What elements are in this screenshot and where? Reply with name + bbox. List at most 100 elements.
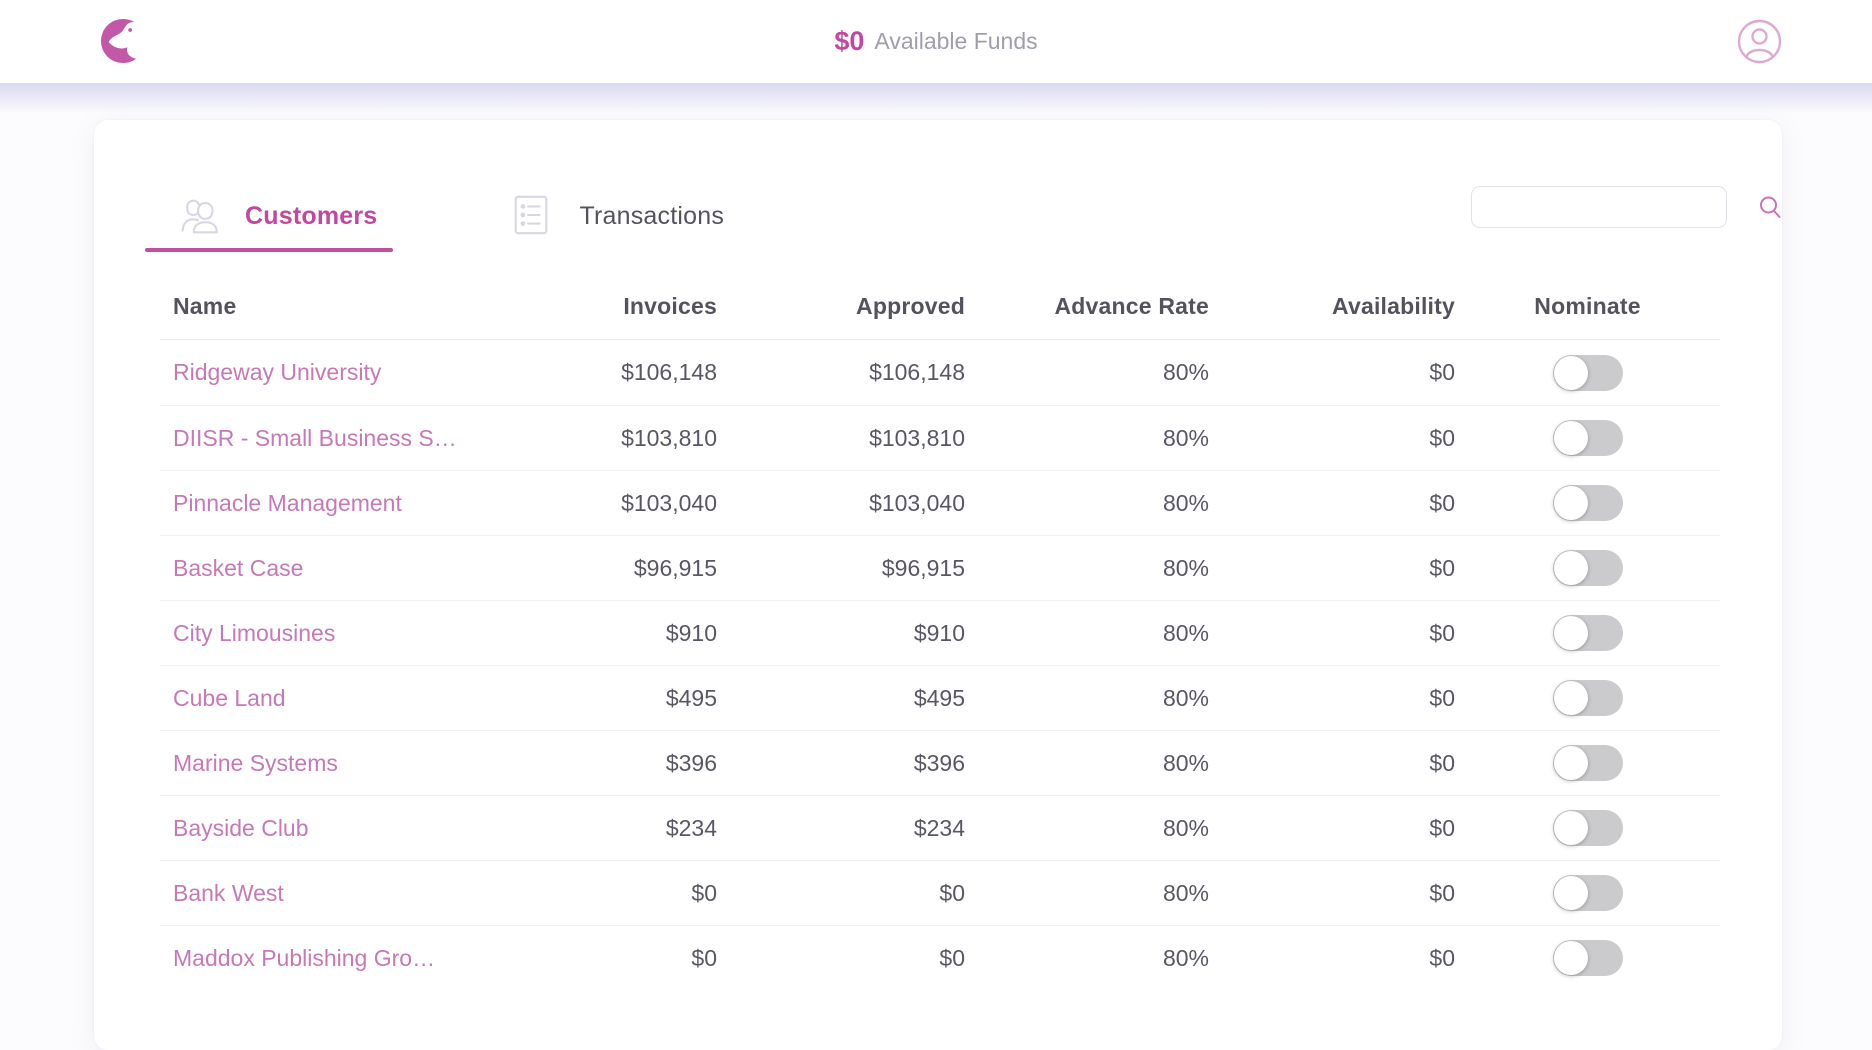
invoices-value: $396: [665, 749, 717, 776]
nominate-cell: [1455, 875, 1720, 911]
user-circle-icon[interactable]: [1737, 19, 1782, 64]
nominate-cell: [1455, 745, 1720, 781]
nominate-toggle[interactable]: [1552, 680, 1623, 716]
search-icon[interactable]: [1757, 194, 1783, 220]
nominate-toggle[interactable]: [1552, 940, 1623, 976]
availability-value: $0: [1429, 944, 1455, 971]
nominate-toggle[interactable]: [1552, 485, 1623, 521]
advance-rate-value: 80%: [1162, 554, 1209, 581]
invoices-value: $103,810: [621, 424, 717, 451]
col-header-nominate: Nominate: [1534, 293, 1641, 319]
nominate-toggle[interactable]: [1552, 354, 1623, 391]
approved-value: $0: [939, 879, 965, 906]
availability-value: $0: [1429, 554, 1455, 581]
toggle-knob: [1553, 681, 1588, 715]
advance-rate-value: 80%: [1162, 684, 1209, 711]
customer-name-link[interactable]: Cube Land: [173, 684, 286, 711]
list-icon: [509, 193, 555, 239]
table-row: Pinnacle Management $103,040 $103,040 80% $0: [160, 470, 1720, 535]
availability-value: $0: [1429, 749, 1455, 776]
advance-rate-value: 80%: [1162, 814, 1209, 841]
tab-transactions[interactable]: Transactions: [479, 184, 724, 248]
nominate-toggle[interactable]: [1552, 745, 1623, 781]
available-funds-label: Available Funds: [874, 28, 1038, 54]
invoices-value: $495: [665, 684, 717, 711]
toggle-knob: [1553, 941, 1588, 975]
nominate-cell: [1455, 485, 1720, 521]
customer-name-link[interactable]: Bank West: [173, 879, 284, 906]
advance-rate-value: 80%: [1162, 749, 1209, 776]
toggle-knob: [1553, 876, 1588, 910]
customer-name-link[interactable]: Bayside Club: [173, 814, 309, 841]
customer-name-link[interactable]: Ridgeway University: [173, 359, 382, 385]
col-header-name: Name: [173, 293, 237, 319]
approved-value: $103,040: [869, 489, 965, 516]
customer-name-link[interactable]: DIISR - Small Business S…: [173, 424, 457, 451]
customer-name-link[interactable]: Marine Systems: [173, 749, 338, 776]
toggle-knob: [1553, 421, 1588, 455]
toggle-knob: [1553, 746, 1588, 780]
advance-rate-value: 80%: [1162, 489, 1209, 516]
tab-transactions-label: Transactions: [579, 201, 725, 230]
invoices-value: $0: [691, 944, 717, 971]
toggle-knob: [1553, 355, 1588, 390]
advance-rate-value: 80%: [1162, 359, 1209, 385]
search-box: [1471, 186, 1781, 228]
invoices-value: $106,148: [621, 359, 717, 385]
table-row: City Limousines $910 $910 80% $0: [160, 600, 1720, 665]
toggle-knob: [1553, 486, 1588, 520]
customer-name-link[interactable]: Basket Case: [173, 554, 304, 581]
tab-customers[interactable]: Customers: [145, 184, 393, 248]
availability-value: $0: [1429, 424, 1455, 451]
toggle-knob: [1553, 616, 1588, 650]
availability-value: $0: [1429, 879, 1455, 906]
nominate-toggle[interactable]: [1552, 810, 1623, 846]
col-header-availability: Availability: [1332, 293, 1455, 319]
nominate-toggle[interactable]: [1552, 615, 1623, 651]
nominate-cell: [1455, 615, 1720, 651]
customer-name-link[interactable]: City Limousines: [173, 619, 336, 646]
approved-value: $103,810: [869, 424, 965, 451]
invoices-value: $910: [665, 619, 717, 646]
customer-name-link[interactable]: Maddox Publishing Gro…: [173, 944, 436, 971]
approved-value: $396: [913, 749, 965, 776]
table-header-row: Name Invoices Approved Advance Rate Avai…: [160, 274, 1720, 340]
customer-name-link[interactable]: Pinnacle Management: [173, 489, 402, 516]
nominate-toggle[interactable]: [1552, 875, 1623, 911]
nominate-cell: [1455, 940, 1720, 976]
duck-logo-icon[interactable]: [100, 18, 146, 64]
availability-value: $0: [1429, 359, 1455, 385]
search-input[interactable]: [1472, 187, 1757, 227]
active-tab-underline: [145, 248, 393, 252]
nominate-toggle[interactable]: [1552, 550, 1623, 586]
available-funds-amount: $0: [834, 26, 865, 56]
tabs-row: Customers Transactions: [94, 120, 1782, 252]
nominate-cell: [1455, 550, 1720, 586]
table-row: Ridgeway University $106,148 $106,148 80% $0: [160, 340, 1720, 405]
table-row: Cube Land $495 $495 80% $0: [160, 665, 1720, 730]
invoices-value: $234: [665, 814, 717, 841]
col-header-invoices: Invoices: [623, 293, 717, 319]
topbar-shadow: [0, 83, 1872, 117]
top-bar: $0 Available Funds: [0, 0, 1872, 83]
table-row: Bank West $0 $0 80% $0: [160, 860, 1720, 925]
table-row: Maddox Publishing Gro… $0 $0 80% $0: [160, 925, 1720, 990]
table-row: Marine Systems $396 $396 80% $0: [160, 730, 1720, 795]
nominate-cell: [1455, 354, 1720, 391]
advance-rate-value: 80%: [1162, 944, 1209, 971]
approved-value: $106,148: [869, 359, 965, 385]
table-row: Bayside Club $234 $234 80% $0: [160, 795, 1720, 860]
available-funds: $0 Available Funds: [0, 0, 1872, 83]
invoices-value: $103,040: [621, 489, 717, 516]
availability-value: $0: [1429, 619, 1455, 646]
nominate-toggle[interactable]: [1552, 420, 1623, 456]
col-header-approved: Approved: [856, 293, 965, 319]
approved-value: $910: [913, 619, 965, 646]
customers-card: Customers Transactions: [94, 120, 1782, 1050]
toggle-knob: [1553, 551, 1588, 585]
approved-value: $495: [913, 684, 965, 711]
advance-rate-value: 80%: [1162, 619, 1209, 646]
invoices-value: $0: [691, 879, 717, 906]
availability-value: $0: [1429, 814, 1455, 841]
approved-value: $96,915: [881, 554, 965, 581]
